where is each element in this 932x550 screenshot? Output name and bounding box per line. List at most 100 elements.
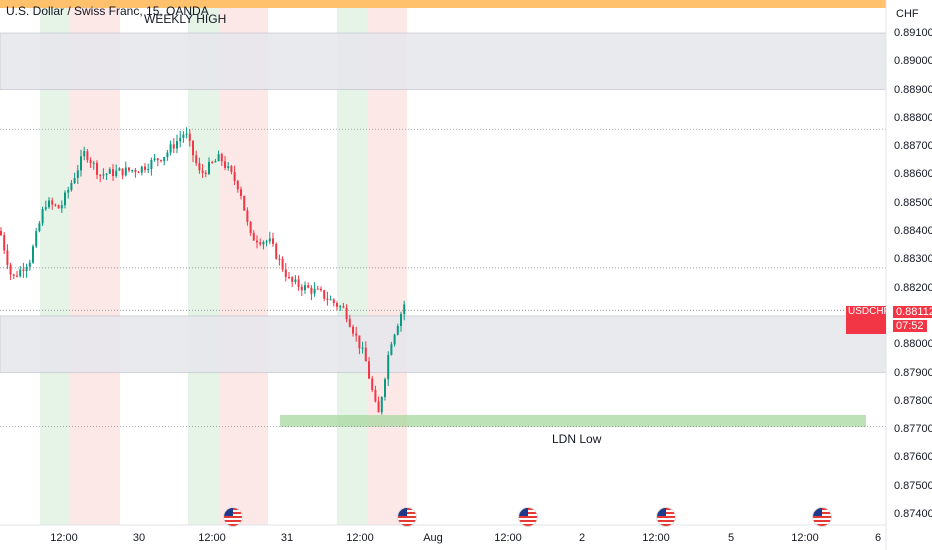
current-price-badge: 0.88112	[893, 306, 932, 318]
candle-body	[176, 141, 178, 149]
candle-body	[150, 159, 153, 170]
price-tick: 0.87900	[894, 366, 932, 379]
candle-body	[83, 151, 86, 157]
candle-body	[313, 288, 316, 294]
time-tick: 12:00	[198, 532, 226, 544]
time-tick: Aug	[423, 532, 443, 544]
price-tick: 0.87500	[894, 479, 932, 492]
candle-body	[355, 333, 358, 336]
candle-body	[275, 243, 278, 259]
candle-body	[278, 258, 281, 260]
candle-body	[108, 169, 111, 174]
candle-body	[393, 334, 396, 345]
candle-body	[304, 285, 306, 291]
candle-body	[6, 250, 9, 265]
candle-body	[188, 133, 191, 141]
candle-body	[220, 154, 223, 162]
candle-body	[64, 192, 66, 206]
candle-body	[48, 200, 50, 208]
time-tick: 2	[578, 532, 586, 544]
candle-body	[323, 290, 326, 299]
candle-body	[297, 279, 300, 287]
candle-body	[92, 162, 95, 164]
candle-body	[89, 160, 92, 164]
time-tick: 5	[727, 532, 735, 544]
candle-body	[291, 277, 294, 282]
price-tick: 0.87400	[894, 508, 932, 520]
candle-body	[240, 189, 242, 196]
candle-body	[41, 209, 44, 224]
price-tick: 0.87600	[894, 451, 932, 464]
candle-body	[307, 285, 310, 288]
candle-body	[348, 319, 351, 327]
candle-body	[22, 269, 25, 272]
candle-body	[201, 170, 204, 173]
time-tick: 31	[280, 532, 294, 544]
candle-body	[134, 170, 137, 173]
candle-body	[115, 170, 118, 177]
candle-body	[16, 275, 18, 277]
candle-body	[368, 361, 370, 379]
session-band	[368, 8, 407, 525]
candle-body	[73, 177, 76, 184]
candle-body	[99, 174, 102, 176]
candle-body	[294, 279, 297, 282]
us-flag-icon[interactable]	[397, 507, 417, 527]
candle-body	[233, 171, 236, 182]
candle-body	[256, 240, 258, 243]
candle-body	[281, 258, 284, 270]
candle-body	[326, 298, 329, 300]
price-tick: 0.88600	[894, 168, 932, 181]
candle-body	[252, 232, 255, 241]
session-band	[70, 8, 120, 525]
candle-body	[60, 205, 63, 209]
candle-body	[19, 269, 22, 277]
candle-body	[265, 241, 268, 243]
candle-body	[9, 264, 12, 275]
candle-body	[345, 307, 348, 320]
candle-body	[364, 347, 367, 362]
candle-body	[403, 304, 406, 314]
us-flag-icon[interactable]	[656, 507, 676, 527]
candle-body	[243, 195, 246, 211]
candle-body	[380, 397, 383, 413]
us-flag-icon[interactable]	[518, 507, 538, 527]
candle-body	[156, 158, 159, 161]
price-tick: 0.89100	[894, 27, 932, 39]
candle-body	[38, 223, 41, 232]
candle-body	[377, 401, 380, 413]
us-flag-icon[interactable]	[812, 507, 832, 527]
price-tick: 0.88800	[894, 111, 932, 124]
weekly-high-label: WEEKLY HIGH	[144, 12, 227, 26]
candle-body	[208, 161, 210, 174]
candle-body	[236, 181, 239, 190]
candle-body	[396, 326, 399, 335]
candle-body	[310, 287, 313, 294]
candle-body	[131, 170, 134, 172]
candle-body	[182, 134, 185, 138]
candle-body	[166, 152, 169, 158]
candle-body	[336, 303, 338, 307]
candle-body	[102, 174, 105, 176]
candle-body	[185, 133, 188, 135]
price-tick: 0.87800	[894, 394, 932, 407]
candle-body	[192, 140, 194, 156]
candle-body	[361, 347, 364, 349]
candle-body	[80, 156, 82, 171]
price-tick: 0.88000	[894, 338, 932, 351]
candle-body	[172, 144, 175, 149]
candle-body	[51, 200, 54, 205]
supply-demand-zone	[0, 32, 887, 90]
candle-body	[124, 167, 127, 176]
candle-body	[342, 306, 345, 308]
candle-body	[105, 173, 108, 175]
price-tick: 0.88900	[894, 83, 932, 96]
candle-body	[230, 166, 233, 172]
candle-body	[329, 299, 332, 301]
candle-body	[28, 262, 31, 267]
candle-body	[332, 299, 335, 304]
us-flag-icon[interactable]	[223, 507, 243, 527]
candle-body	[227, 166, 230, 168]
candle-body	[217, 154, 220, 162]
